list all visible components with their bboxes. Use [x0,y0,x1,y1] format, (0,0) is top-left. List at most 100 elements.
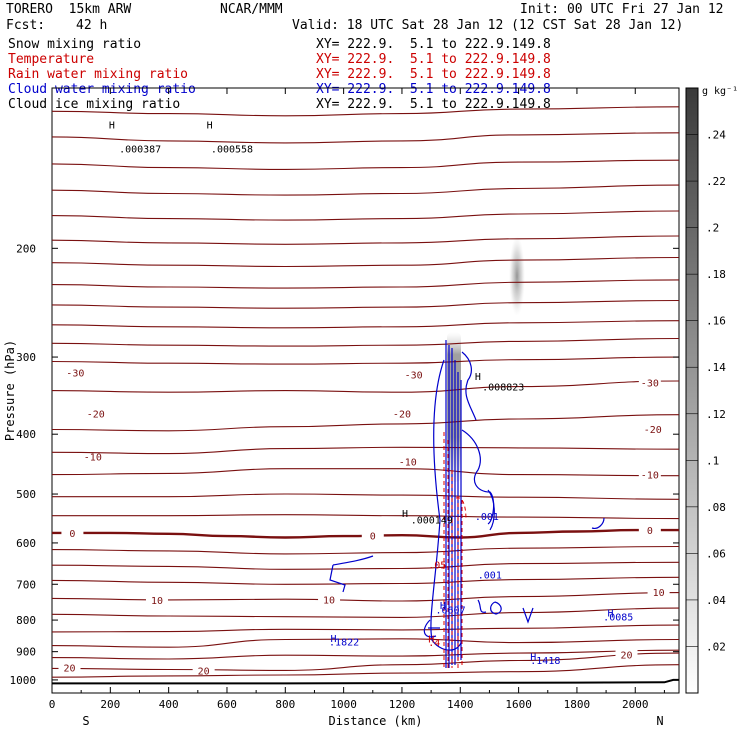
max-value-label: .05 [428,560,446,571]
field-xy-snow: XY= 222.9. 5.1 to 222.9.149.8 [316,37,551,52]
isotherm-line [52,279,679,289]
y-tick-label: 1000 [10,674,37,687]
snow-shading [509,236,525,316]
isotherm-label-bg [402,368,425,381]
colorbar-tick-label: .08 [706,501,726,514]
max-value-label: .0085 [603,613,633,624]
field-xy-cloud-ice: XY= 222.9. 5.1 to 222.9.149.8 [316,97,551,112]
isotherm-line [52,414,679,432]
isotherm-label-bg [641,422,664,435]
isotherm-label: -30 [641,379,659,390]
colorbar-tick-label: .06 [706,547,726,560]
isotherm-label: 10 [653,588,665,599]
isotherm-line [52,446,679,455]
max-value-label: .6607 [435,605,465,616]
isotherm-line [52,184,679,196]
isotherm-line [52,468,679,477]
colorbar-units: g kg⁻¹ [702,86,738,97]
isotherm-line [52,356,679,365]
colorbar [685,87,699,694]
max-value-label: .001 [478,570,502,581]
isotherm-line [52,664,679,678]
high-marker: H [428,635,434,646]
colorbar-tick-label: .2 [706,222,719,235]
isotherm-line [52,576,679,585]
x-tick-label: 1200 [389,698,416,711]
isotherm-label: -10 [84,453,102,464]
isotherm-label-bg [318,593,341,606]
high-marker: H [475,372,481,383]
isotherm-line [52,235,679,245]
field-name-cloud-ice: Cloud ice mixing ratio [8,97,181,112]
isotherm-label-bg [84,407,107,420]
isotherm-line [52,299,679,309]
y-tick-label: 400 [16,428,36,441]
x-tick-label: 800 [275,698,295,711]
x-tick-label: 0 [49,698,56,711]
field-name-temperature: Temperature [8,52,95,67]
isotherm-line [52,561,679,570]
isotherm-label: -20 [393,409,411,420]
colorbar-tick-label: .12 [706,408,726,421]
field-xy-temperature: XY= 222.9. 5.1 to 222.9.149.8 [316,52,551,67]
forecast-label: Fcst: [6,18,46,33]
high-marker: H [440,601,446,612]
isotherm-label-bg [638,524,661,537]
high-marker: H [331,634,337,645]
max-value-label: .1418 [530,656,560,667]
field-name-snow: Snow mixing ratio [8,37,142,52]
isotherm-label: 10 [151,596,163,607]
colorbar-tick-label: .24 [706,129,726,142]
isotherm-label-bg [638,376,661,389]
isotherm-line [52,514,679,520]
x-tick-label: 1800 [564,698,591,711]
isotherm-line [52,320,679,329]
north-label: N [656,714,663,728]
isotherm-label-bg [61,526,84,539]
max-value-label: .008823 [482,383,524,394]
x-tick-label: 1600 [505,698,532,711]
isotherm-label: 20 [63,664,75,675]
isotherm-label: 10 [323,596,335,607]
isotherm-label-bg [390,407,413,420]
colorbar-tick-label: .04 [706,594,726,607]
isotherm-label: -30 [66,369,84,380]
isotherm-line [52,652,679,671]
init-time: Init: 00 UTC Fri 27 Jan 12 [520,2,724,17]
isotherm-line [52,159,679,170]
high-marker: H [608,609,614,620]
south-label: S [82,714,89,728]
isotherm-label-bg [396,455,419,468]
isotherm-line [52,624,679,633]
isotherm-line [52,649,679,660]
x-tick-label: 400 [159,698,179,711]
max-value-label: .001 [475,512,499,523]
colorbar-tick-label: .02 [706,640,726,653]
field-xy-rain: XY= 222.9. 5.1 to 222.9.149.8 [316,67,551,82]
isotherm-label-bg [638,468,661,481]
isotherm-label: 0 [370,532,376,543]
isotherm-line [52,337,679,347]
isotherm-label: 0 [647,526,653,537]
high-marker: H [530,652,536,663]
colorbar-tick-label: .1 [706,454,719,467]
isotherm-label: -30 [405,370,423,381]
x-tick-label: 1400 [447,698,474,711]
rain-water-contours [443,432,467,670]
isotherm-label: 0 [69,529,75,540]
org-title: NCAR/MMM [220,2,283,17]
isotherm-label: 20 [198,666,210,677]
y-tick-label: 800 [16,614,36,627]
y-tick-label: 300 [16,351,36,364]
isotherm-label-bg [64,366,87,379]
forecast-hour: 42 h [76,18,108,33]
colorbar-tick-label: .18 [706,268,726,281]
isotherm-line [52,545,679,555]
isotherm-line [52,638,679,648]
isotherm-line [52,210,679,221]
field-name-rain: Rain water mixing ratio [8,67,189,82]
field-xy-cloud-water: XY= 222.9. 5.1 to 222.9.149.8 [316,82,551,97]
field-name-cloud-water: Cloud water mixing ratio [8,82,196,97]
high-marker: H [402,509,408,520]
